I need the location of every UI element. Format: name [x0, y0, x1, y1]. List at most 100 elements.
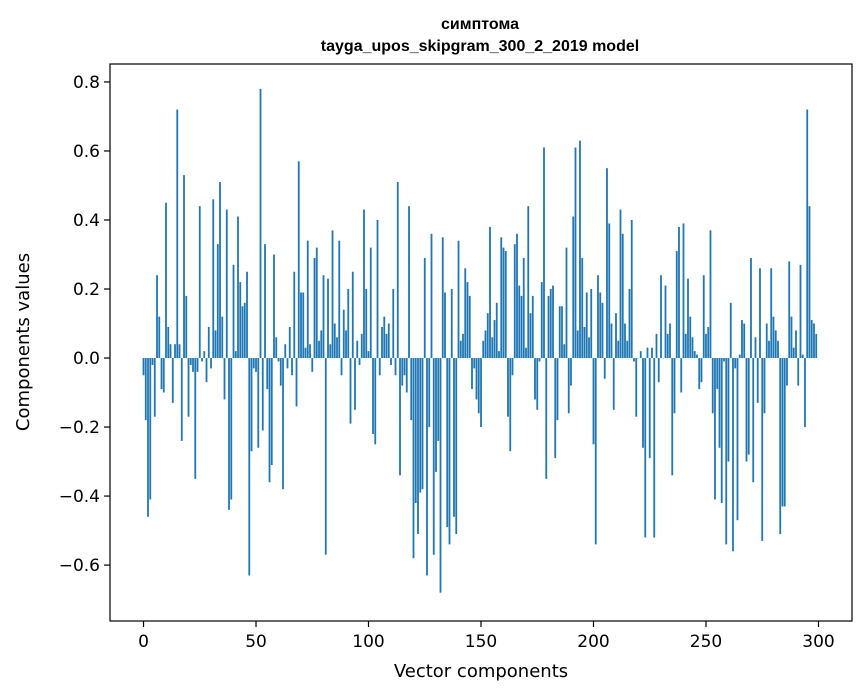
bar-183 — [554, 358, 557, 459]
bar-214 — [624, 323, 626, 359]
bar-146 — [471, 358, 473, 390]
bar-81 — [324, 358, 327, 555]
y-tick-label: 0.2 — [73, 280, 100, 300]
bar-284 — [781, 358, 784, 507]
bar-168 — [520, 295, 523, 359]
bar-266 — [741, 320, 743, 359]
bar-218 — [633, 358, 635, 362]
bar-143 — [464, 268, 467, 359]
bar-148 — [475, 358, 478, 400]
bar-140 — [457, 240, 460, 359]
bar-42 — [237, 216, 239, 359]
bar-61 — [279, 358, 282, 386]
bar-293 — [801, 354, 804, 359]
bar-51 — [257, 358, 260, 448]
bar-204 — [601, 302, 604, 359]
bar-291 — [797, 358, 800, 386]
bar-12 — [169, 344, 172, 359]
bar-167 — [518, 285, 521, 359]
bar-84 — [331, 230, 334, 359]
bar-131 — [437, 358, 440, 441]
bar-156 — [493, 320, 496, 359]
bar-53 — [261, 358, 264, 431]
bar-189 — [567, 358, 570, 414]
bar-56 — [268, 358, 271, 483]
bar-243 — [689, 316, 692, 359]
bar-123 — [419, 358, 422, 493]
bar-116 — [403, 358, 406, 376]
y-tick-label: −0.4 — [59, 487, 100, 507]
bar-70 — [300, 292, 302, 359]
bar-49 — [252, 358, 255, 369]
bar-197 — [585, 292, 588, 359]
bar-65 — [288, 326, 291, 359]
bar-139 — [455, 358, 458, 535]
bar-297 — [810, 320, 813, 359]
bar-294 — [804, 358, 806, 428]
bar-32 — [214, 330, 217, 359]
bar-234 — [669, 323, 671, 359]
bar-39 — [230, 358, 233, 500]
bar-91 — [347, 289, 350, 359]
bar-277 — [765, 323, 768, 359]
bar-173 — [531, 295, 534, 359]
bar-275 — [761, 358, 764, 541]
bar-95 — [356, 340, 359, 359]
bar-236 — [673, 358, 676, 414]
bars-group — [142, 88, 818, 593]
bar-4 — [151, 358, 154, 365]
x-tick-label: 200 — [577, 632, 609, 652]
bar-86 — [336, 337, 338, 359]
bar-222 — [642, 358, 644, 448]
bar-252 — [709, 230, 712, 359]
bar-38 — [228, 358, 230, 510]
bar-263 — [734, 358, 737, 369]
bar-205 — [603, 358, 606, 379]
bar-64 — [286, 358, 289, 369]
bar-199 — [590, 289, 593, 359]
bar-10 — [165, 202, 167, 359]
bar-190 — [570, 358, 572, 386]
bar-74 — [309, 344, 311, 359]
bar-13 — [171, 358, 174, 403]
bar-3 — [149, 358, 152, 500]
bar-115 — [401, 358, 404, 386]
bar-187 — [563, 344, 566, 359]
bar-72 — [304, 347, 307, 359]
chart-subtitle: tayga_upos_skipgram_300_2_2019 model — [321, 38, 639, 55]
bar-8 — [160, 358, 163, 390]
bar-237 — [675, 251, 678, 359]
bar-272 — [754, 337, 757, 359]
bar-23 — [194, 358, 197, 479]
bar-161 — [504, 251, 507, 359]
bar-246 — [696, 354, 698, 359]
bar-193 — [576, 330, 579, 359]
bar-165 — [513, 244, 516, 359]
bar-278 — [768, 340, 770, 359]
bar-136 — [448, 358, 451, 545]
bar-103 — [374, 358, 377, 445]
bar-192 — [574, 147, 577, 359]
bar-166 — [516, 233, 518, 359]
bar-20 — [187, 358, 190, 417]
bar-133 — [441, 237, 444, 359]
y-tick-label: 0.0 — [73, 349, 100, 369]
bar-121 — [414, 358, 417, 503]
bar-213 — [621, 233, 624, 359]
bar-46 — [246, 271, 248, 359]
bar-144 — [466, 282, 469, 359]
bar-169 — [522, 257, 525, 359]
bar-151 — [482, 340, 485, 359]
bar-185 — [558, 306, 561, 359]
bar-238 — [678, 226, 680, 359]
bar-216 — [628, 289, 631, 359]
bar-226 — [651, 347, 653, 359]
bar-209 — [612, 358, 615, 410]
bar-79 — [320, 330, 323, 359]
bar-292 — [799, 264, 802, 359]
bar-196 — [583, 326, 586, 359]
bar-33 — [216, 244, 219, 359]
bar-47 — [248, 358, 251, 576]
bar-87 — [338, 240, 341, 359]
bar-149 — [477, 358, 480, 414]
